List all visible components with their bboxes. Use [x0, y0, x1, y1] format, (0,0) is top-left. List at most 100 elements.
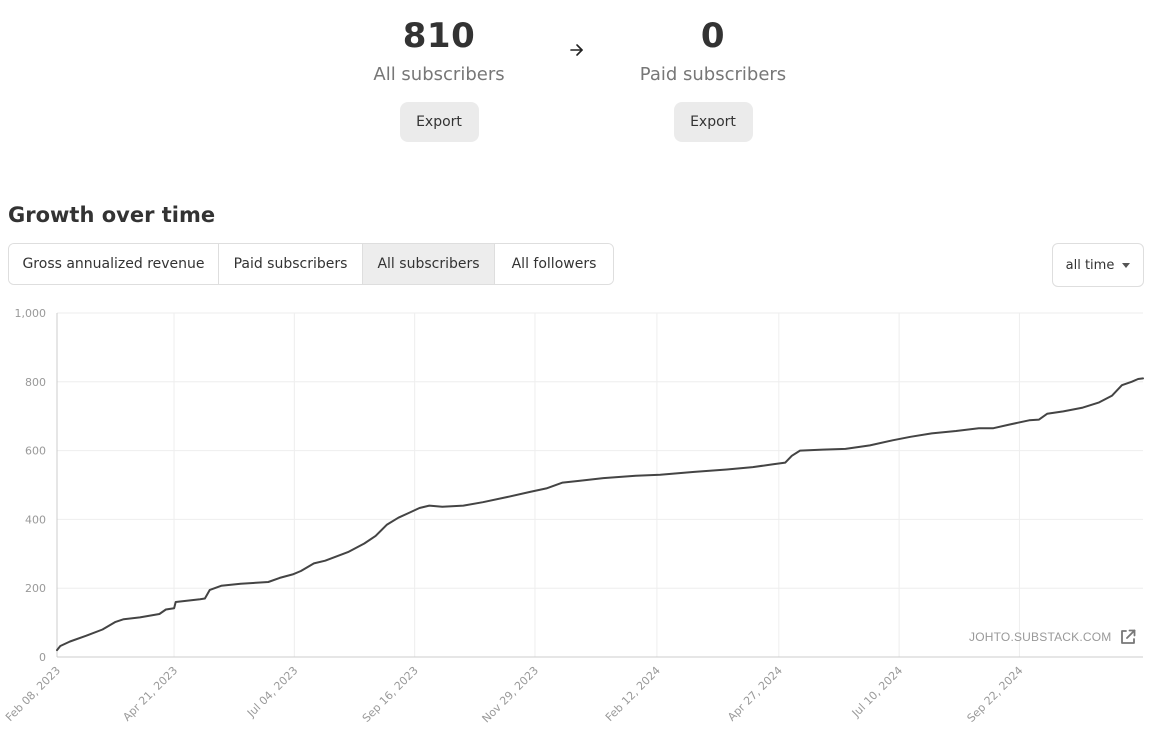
- time-range-value: all time: [1065, 257, 1115, 273]
- watermark-text: JOHTO.SUBSTACK.COM: [969, 630, 1112, 644]
- data-point: [203, 597, 207, 601]
- y-tick-label: 800: [25, 376, 46, 389]
- y-tick-label: 200: [25, 582, 46, 595]
- tab-paid-subscribers[interactable]: Paid subscribers: [219, 244, 363, 284]
- x-tick-label: Sep 16, 2023: [360, 664, 421, 725]
- data-point: [68, 640, 72, 644]
- all-subscribers-count: 810: [402, 16, 476, 56]
- data-point: [427, 504, 431, 508]
- data-point: [239, 582, 243, 586]
- data-point: [1110, 394, 1114, 398]
- data-point: [440, 505, 444, 509]
- data-point: [1027, 418, 1031, 422]
- data-point: [1037, 418, 1041, 422]
- y-tick-label: 0: [39, 651, 46, 664]
- data-point: [346, 550, 350, 554]
- data-point: [114, 620, 118, 624]
- tab-all-followers[interactable]: All followers: [495, 244, 613, 284]
- paid-subscribers-label: Paid subscribers: [639, 64, 787, 85]
- export-all-subscribers-button[interactable]: Export: [399, 102, 479, 142]
- chart-grid: [57, 312, 1143, 657]
- data-point: [821, 448, 825, 452]
- data-point: [561, 481, 565, 485]
- data-point: [634, 474, 638, 478]
- data-point: [164, 608, 168, 612]
- data-point: [725, 468, 729, 472]
- data-point: [1136, 377, 1140, 381]
- all-subscribers-stat: 810 All subscribers Export: [339, 14, 539, 142]
- all-subscribers-series-line: [56, 377, 1144, 652]
- data-point: [1045, 412, 1049, 416]
- data-point: [172, 606, 176, 610]
- data-point: [909, 435, 913, 439]
- data-point: [84, 634, 88, 638]
- data-point: [291, 572, 295, 576]
- growth-chart: 0 200 400 600 800 1,000 Feb 08, 2023 Apr 21, 2…: [3, 307, 1145, 725]
- data-point: [396, 516, 400, 520]
- data-point: [101, 628, 105, 632]
- data-point: [461, 504, 465, 508]
- data-point: [1130, 380, 1134, 384]
- external-link-icon[interactable]: [1118, 627, 1138, 647]
- data-point: [323, 559, 327, 563]
- chart-axes: [56, 313, 1143, 658]
- data-point: [751, 465, 755, 469]
- data-point: [374, 534, 378, 538]
- data-point: [577, 479, 581, 483]
- data-point: [930, 431, 934, 435]
- x-axis-ticks: Feb 08, 2023 Apr 21, 2023 Jul 04, 2023 Sep …: [3, 664, 1026, 725]
- all-subscribers-label: All subscribers: [373, 64, 505, 85]
- data-point: [1120, 383, 1124, 387]
- series-points: [55, 376, 1145, 652]
- data-point: [278, 576, 282, 580]
- caret-down-icon: [1122, 262, 1131, 268]
- data-point: [157, 612, 161, 616]
- data-point: [408, 511, 412, 515]
- data-point: [1097, 400, 1101, 404]
- data-point: [544, 486, 548, 490]
- data-point: [174, 600, 178, 604]
- y-tick-label: 1,000: [15, 307, 47, 320]
- data-point: [770, 462, 774, 466]
- metric-tabs: Gross annualized revenue Paid subscriber…: [8, 243, 614, 285]
- paid-subscribers-stat: 0 Paid subscribers Export: [613, 14, 813, 142]
- x-tick-label: Apr 27, 2024: [725, 664, 785, 724]
- data-point: [505, 495, 509, 499]
- data-point: [658, 473, 662, 477]
- data-point: [798, 449, 802, 453]
- data-point: [844, 447, 848, 451]
- data-point: [790, 454, 794, 458]
- data-point: [692, 470, 696, 474]
- tab-gross-annualized-revenue[interactable]: Gross annualized revenue: [9, 244, 219, 284]
- x-tick-label: Apr 21, 2023: [120, 664, 180, 724]
- data-point: [528, 490, 532, 494]
- substack-watermark: JOHTO.SUBSTACK.COM: [969, 627, 1138, 647]
- data-point: [1141, 376, 1145, 380]
- data-point: [198, 597, 202, 601]
- x-tick-label: Sep 22, 2024: [965, 664, 1026, 725]
- data-point: [1008, 423, 1012, 427]
- paid-subscribers-count: 0: [700, 16, 726, 56]
- tab-all-subscribers[interactable]: All subscribers: [363, 244, 495, 284]
- growth-section-title: Growth over time: [8, 203, 216, 227]
- data-point: [783, 461, 787, 465]
- data-point: [122, 617, 126, 621]
- data-point: [481, 500, 485, 504]
- time-range-dropdown[interactable]: all time: [1052, 243, 1144, 287]
- data-point: [138, 615, 142, 619]
- data-point: [55, 648, 59, 652]
- data-point: [1081, 406, 1085, 410]
- data-point: [219, 584, 223, 588]
- x-tick-label: Nov 29, 2023: [480, 664, 541, 725]
- x-tick-label: Feb 08, 2023: [3, 664, 63, 724]
- export-paid-subscribers-button[interactable]: Export: [673, 102, 753, 142]
- data-point: [266, 580, 270, 584]
- data-point: [58, 644, 62, 648]
- data-point: [1061, 409, 1065, 413]
- data-point: [208, 588, 212, 592]
- y-tick-label: 400: [25, 513, 46, 526]
- data-point: [991, 426, 995, 430]
- data-point: [299, 569, 303, 573]
- y-tick-label: 600: [25, 445, 46, 458]
